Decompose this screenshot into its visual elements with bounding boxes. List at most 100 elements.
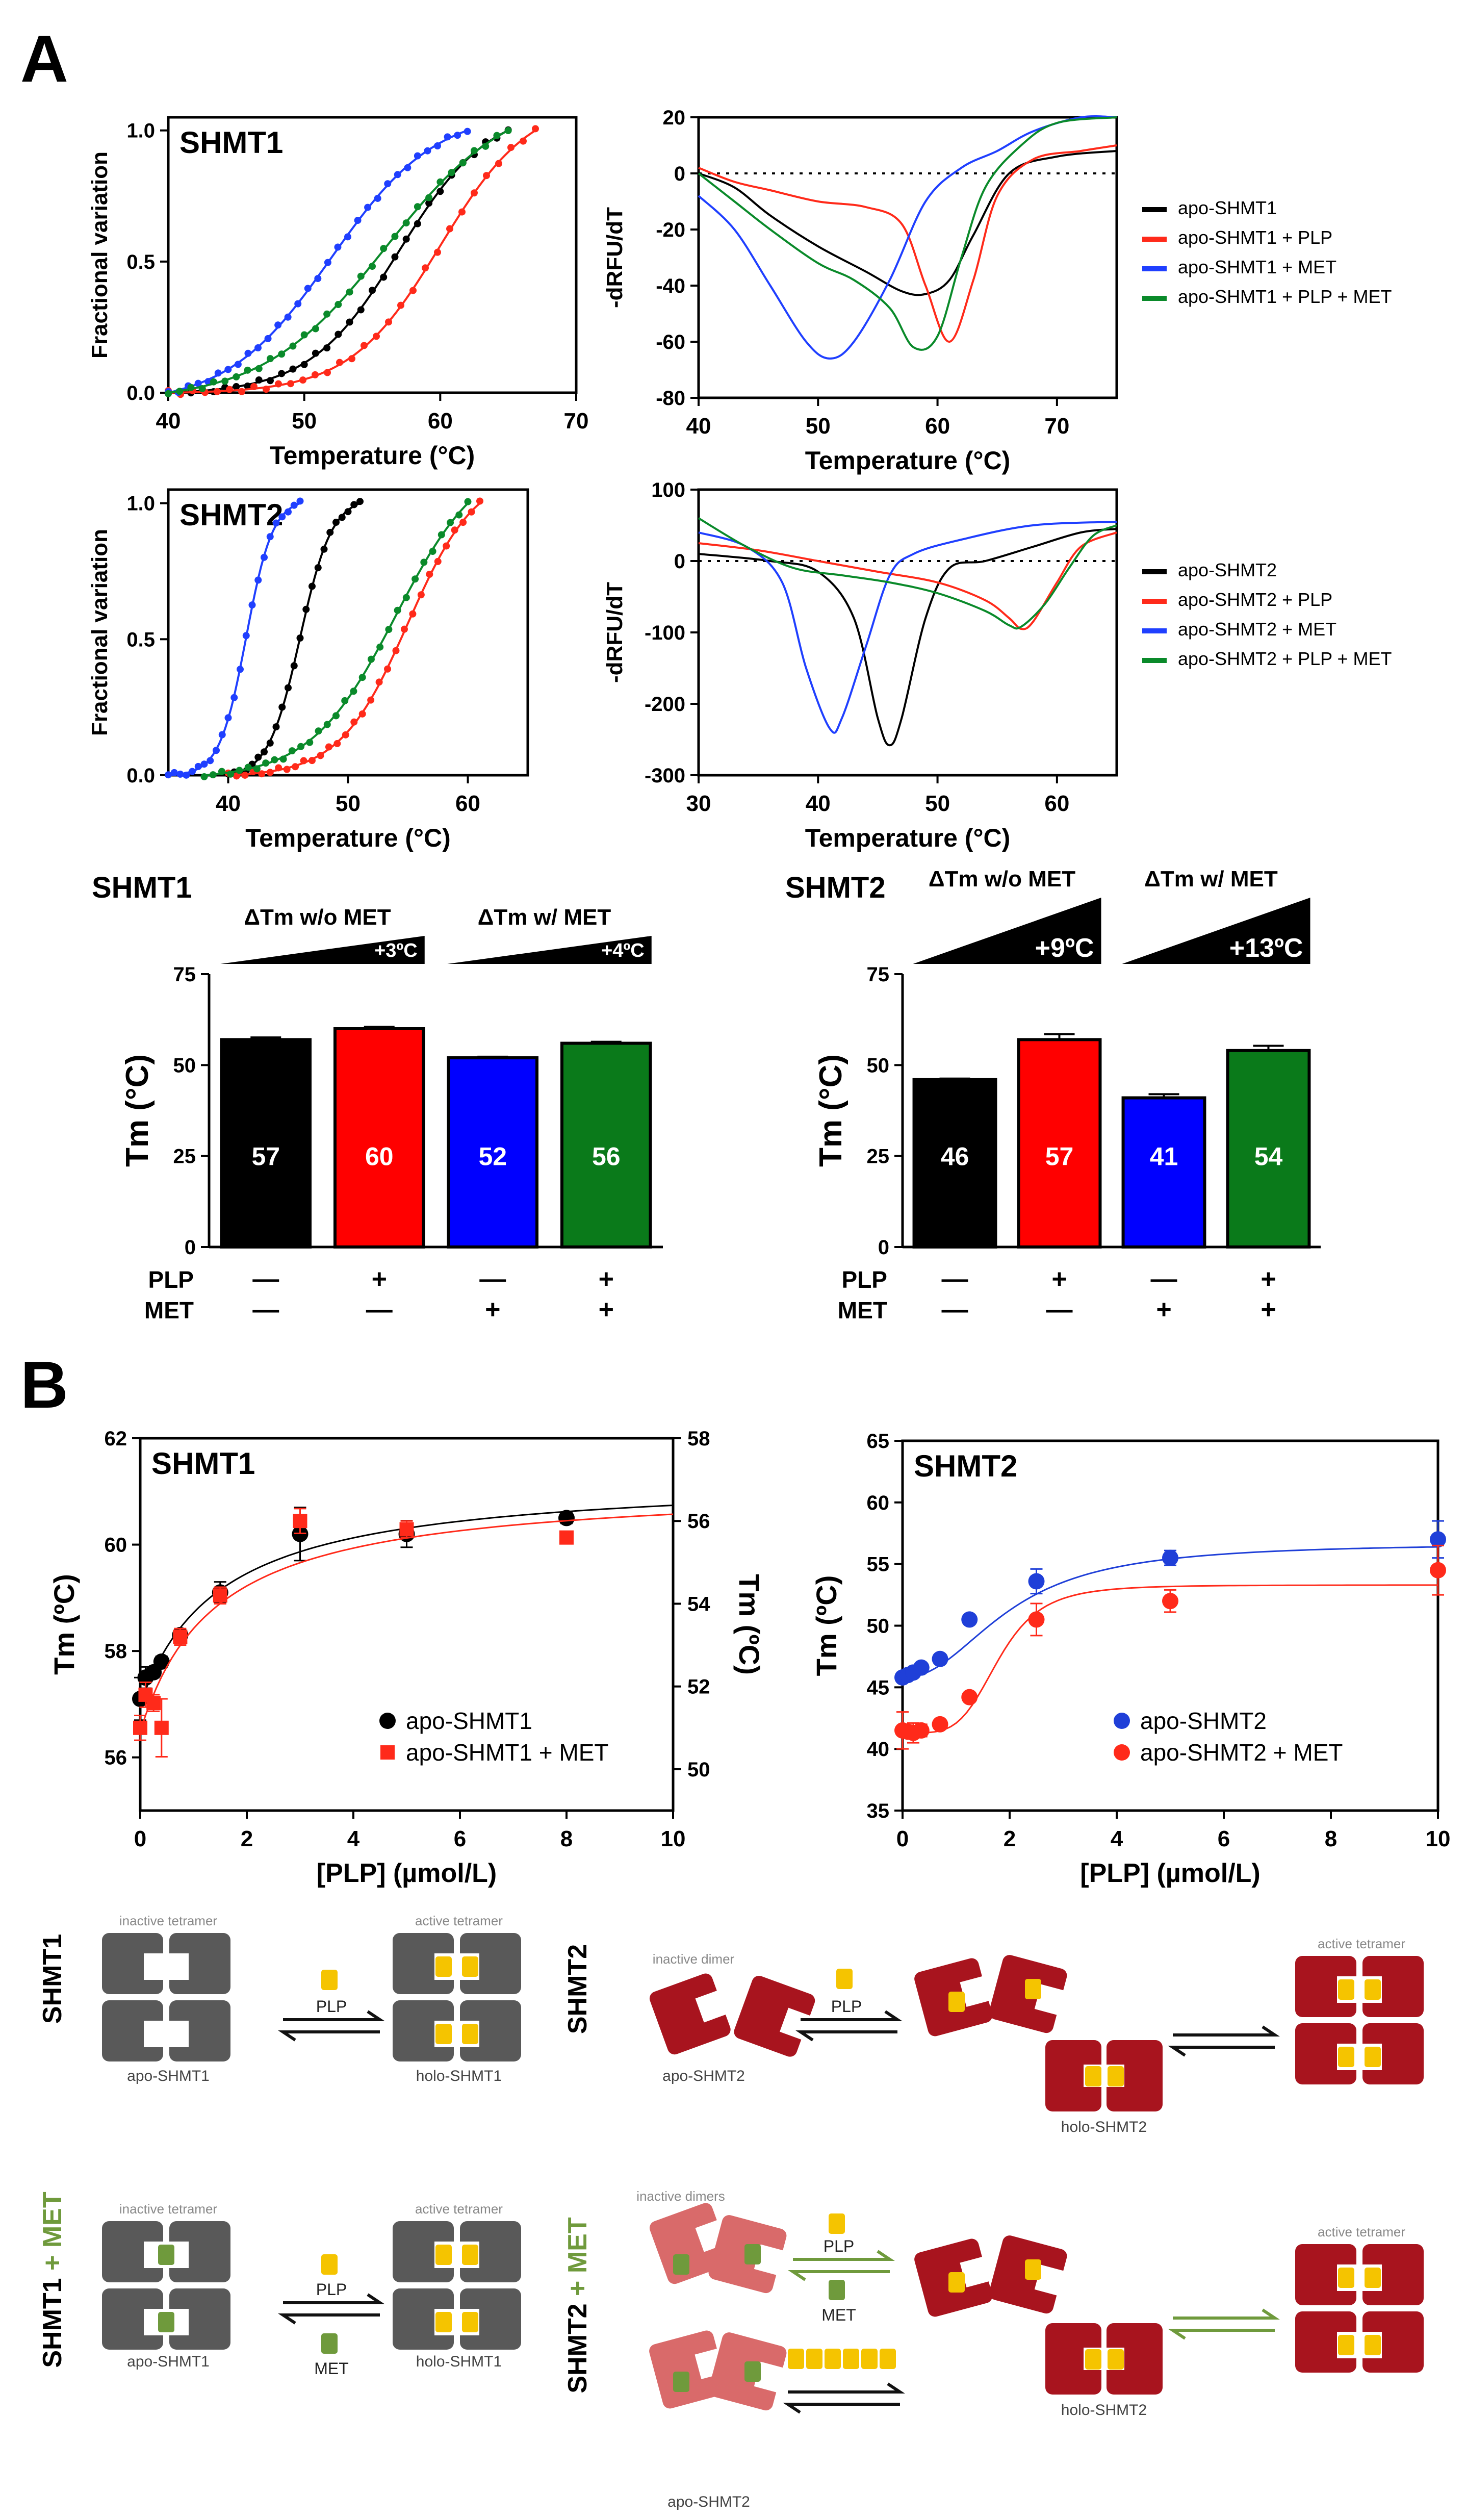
unfolding-data-point xyxy=(253,765,261,773)
holo-dimer-subunit xyxy=(1045,2323,1101,2395)
unfolding-data-point xyxy=(302,605,310,613)
met-ligand xyxy=(744,2361,761,2382)
data-point xyxy=(913,1659,930,1676)
y-tick-label: 25 xyxy=(173,1146,196,1168)
unfolding-data-point xyxy=(323,721,331,728)
y-tick-label: 0.5 xyxy=(126,628,155,651)
shmt2-met-tetramer-equilibrium-forward xyxy=(1173,2308,1280,2320)
chart-b2-shmt2-plp-titration: 0 2 4 6 8 10 35 40 45 50 55 60 65 [PLP] (µmol/L) Tm (º… xyxy=(810,1430,1450,1888)
unfolding-data-point xyxy=(285,684,292,692)
scheme-label-apo-shmt1: apo-SHMT1 xyxy=(127,2353,210,2370)
data-point xyxy=(153,1653,170,1670)
unfolding-data-point xyxy=(455,511,463,519)
unfolding-data-point xyxy=(187,384,195,391)
bar xyxy=(1017,1038,1102,1249)
plp-cofactor xyxy=(1365,1979,1381,2000)
unfolding-data-point xyxy=(261,748,268,756)
unfolding-data-point xyxy=(266,739,274,747)
unfolding-data-point xyxy=(424,147,431,155)
met-row-label: MET xyxy=(144,1297,194,1323)
data-point xyxy=(1430,1531,1446,1548)
y-tick-label: 25 xyxy=(867,1146,890,1168)
unfolding-data-point xyxy=(272,519,280,527)
x-tick-label: 40 xyxy=(216,791,241,816)
met-indicator: + xyxy=(599,1295,614,1325)
unfolding-data-point xyxy=(323,344,331,352)
plp-indicator: — xyxy=(252,1264,279,1294)
bar-value-label: 41 xyxy=(1150,1142,1178,1171)
unfolding-data-point xyxy=(326,528,334,536)
unfolding-data-point xyxy=(402,594,410,601)
scheme-label-plus-met-2: + MET xyxy=(563,2217,593,2303)
y-tick-label: 1.0 xyxy=(126,493,155,515)
plot-frame xyxy=(167,116,578,394)
shmt1-equilibrium-forward xyxy=(283,2010,385,2021)
delta-wedge xyxy=(913,898,1101,964)
legend-swatch xyxy=(1142,599,1167,604)
shmt2-met-plp-equilibrium-forward xyxy=(793,2250,895,2261)
unfolding-data-point xyxy=(264,335,272,342)
delta-wedge xyxy=(447,936,652,964)
unfolding-data-point xyxy=(304,285,312,292)
legend-marker xyxy=(1114,1713,1130,1729)
plp-cofactor xyxy=(1025,2259,1041,2280)
delta-label: ΔTm w/o MET xyxy=(244,905,391,930)
unfolding-data-point xyxy=(194,379,202,387)
chart-a2-shmt1-derivative: 40 50 60 70 -80 -60 -40 -20 0 20 Temperature (°C) -… xyxy=(602,107,1392,475)
x-axis-title: Temperature (°C) xyxy=(805,446,1010,475)
unfolding-data-point xyxy=(374,194,381,202)
unfolding-data-point xyxy=(275,380,282,388)
plp-cofactor xyxy=(1338,1979,1354,2000)
unfolding-data-point xyxy=(344,233,351,241)
dimer-subunit xyxy=(649,2330,728,2409)
met-indicator: — xyxy=(1046,1295,1073,1325)
unfolding-data-point xyxy=(414,203,421,211)
x-tick-label: 4 xyxy=(1111,1826,1123,1851)
unfolding-data-point xyxy=(367,655,375,663)
y-axis-title: Tm (ºC) xyxy=(810,1575,842,1676)
dimer-notch xyxy=(695,1990,726,2023)
plp-cofactor xyxy=(462,2024,478,2044)
unfolding-fit-line xyxy=(168,130,536,394)
unfolding-data-point xyxy=(248,601,256,609)
dimer-notch xyxy=(1034,2264,1064,2296)
plp-free-cofactor-3 xyxy=(321,2254,338,2275)
unfolding-data-point xyxy=(429,547,436,555)
unfolding-data-point xyxy=(358,674,366,681)
x-tick-label: 2 xyxy=(241,1826,253,1851)
unfolding-data-point xyxy=(263,386,270,393)
scheme-row-label-shmt2-met: SHMT2 + MET xyxy=(563,2217,593,2394)
y-tick-label: -300 xyxy=(645,765,685,787)
unfolding-data-point xyxy=(294,300,302,308)
scheme-label-met: MET xyxy=(314,2359,349,2378)
plp-excess-cofactor xyxy=(880,2349,896,2369)
unfolding-data-point xyxy=(394,606,401,614)
delta-wedge xyxy=(1122,898,1310,964)
data-point xyxy=(1162,1593,1178,1610)
data-point-square xyxy=(133,1720,147,1735)
chart-title: SHMT2 xyxy=(179,498,283,532)
unfolding-data-point xyxy=(308,582,316,590)
unfolding-data-point xyxy=(451,526,458,534)
y-tick-label: 100 xyxy=(651,479,685,501)
right-y-tick-label: 52 xyxy=(687,1676,710,1698)
legend-entry: apo-SHMT2 xyxy=(1178,559,1277,580)
unfolding-fit-line xyxy=(168,129,509,394)
unfolding-data-point xyxy=(447,519,454,526)
unfolding-data-point xyxy=(224,714,232,722)
legend-swatch xyxy=(1142,266,1167,271)
derivative-line xyxy=(698,528,1117,747)
unfolding-data-point xyxy=(344,508,352,516)
delta-value: +13ºC xyxy=(1229,933,1303,963)
met-ligand xyxy=(158,2245,174,2265)
met-indicator: + xyxy=(1156,1295,1171,1325)
x-tick-label: 0 xyxy=(134,1826,146,1851)
dimer-group xyxy=(734,1975,815,2057)
bar-value-label: 57 xyxy=(1045,1142,1074,1171)
y-tick-label: 1.0 xyxy=(126,120,155,142)
unfolding-data-point xyxy=(230,694,238,701)
legend-entry: apo-SHMT2 + MET xyxy=(1178,619,1336,640)
unfolding-data-point xyxy=(483,172,490,180)
unfolding-data-point xyxy=(266,533,274,541)
plot-frame xyxy=(697,116,1118,399)
